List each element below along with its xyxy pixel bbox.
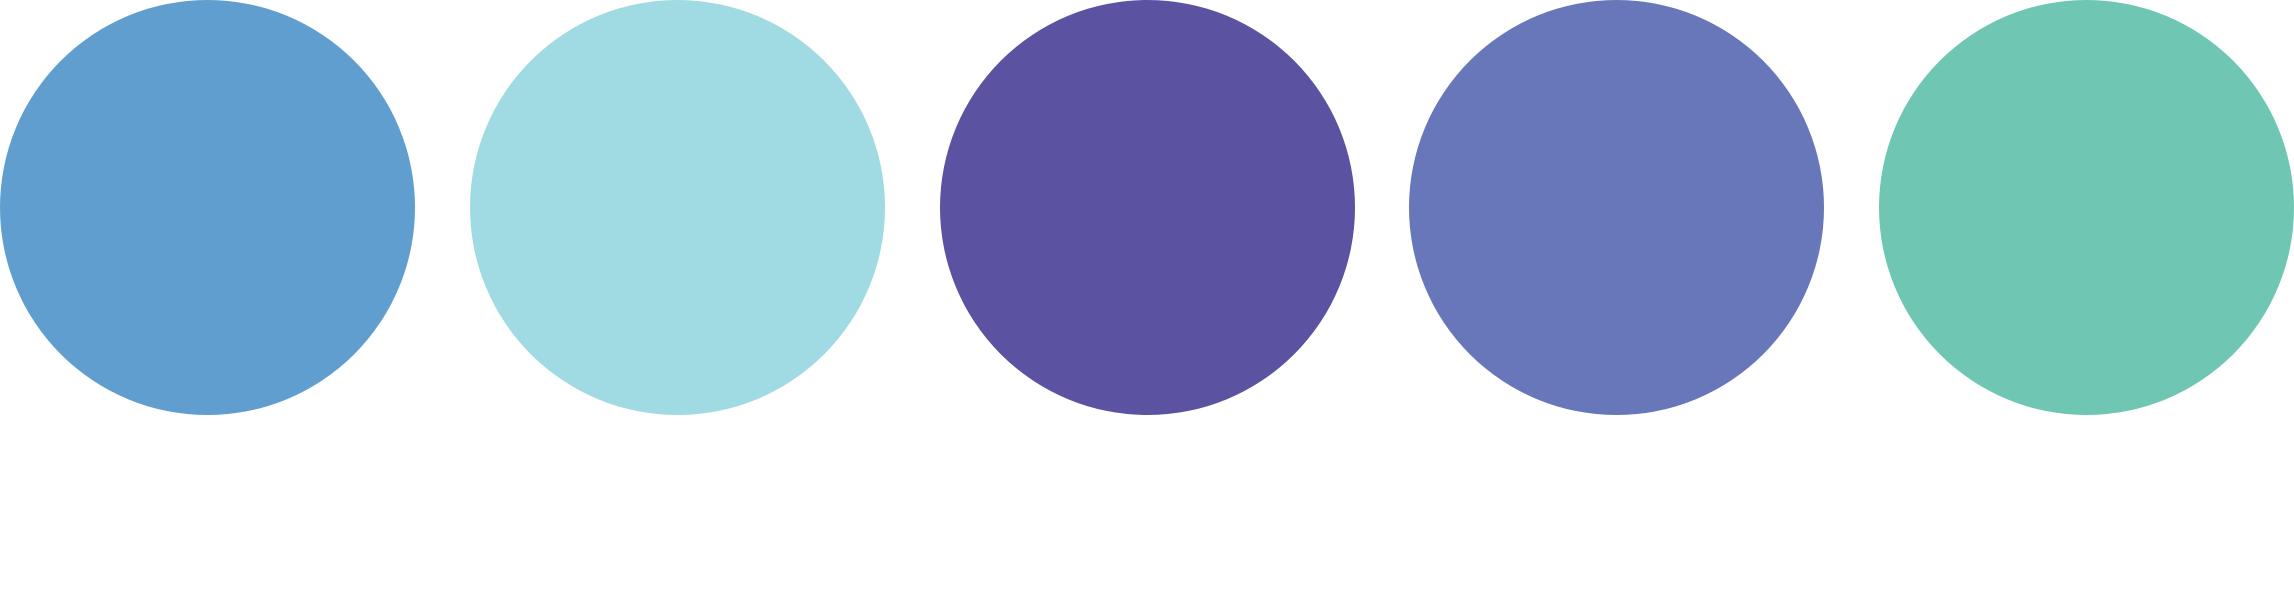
color-palette: [0, 0, 2294, 415]
color-swatch-3: [940, 0, 1355, 415]
color-swatch-4: [1409, 0, 1824, 415]
color-swatch-1: [0, 0, 415, 415]
color-swatch-2: [470, 0, 885, 415]
color-swatch-5: [1879, 0, 2294, 415]
